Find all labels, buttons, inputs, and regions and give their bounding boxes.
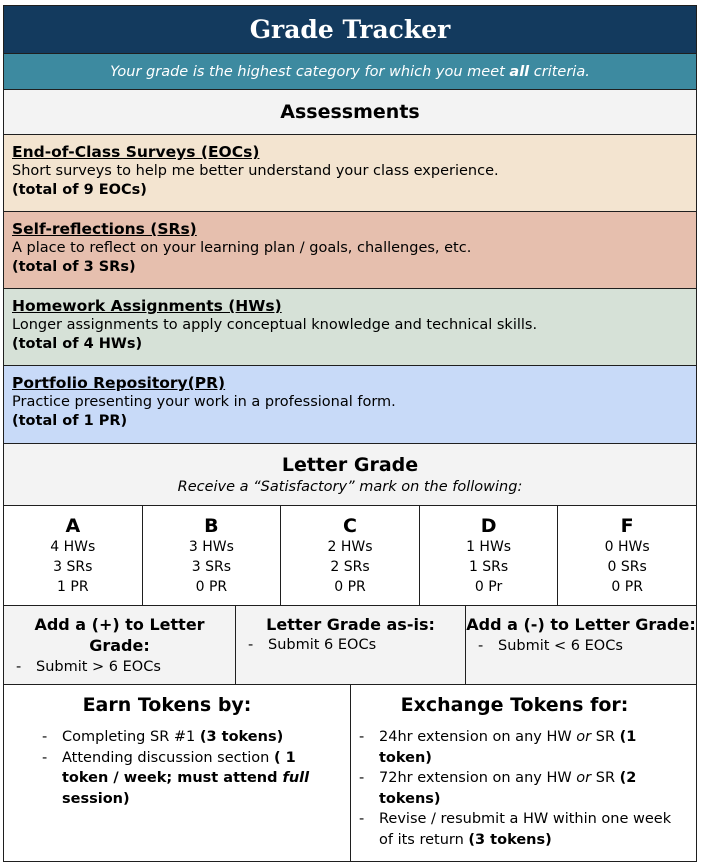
letter-grade-subtitle: Receive a “Satisfactory” mark on the fol… bbox=[177, 479, 523, 495]
subtitle-text: Your grade is the highest category for w… bbox=[110, 63, 590, 80]
exchange-tokens-heading: Exchange Tokens for: bbox=[400, 694, 629, 716]
category-total: (total of 9 EOCs) bbox=[12, 182, 147, 198]
grade-hws: 0 HWs bbox=[604, 539, 650, 555]
page-title-text: Grade Tracker bbox=[249, 15, 451, 44]
category-total: (total of 4 HWs) bbox=[12, 336, 143, 352]
category-description: Practice presenting your work in a profe… bbox=[12, 394, 396, 410]
earn-item: Completing SR #1 (3 tokens) bbox=[36, 727, 330, 748]
category-title: Portfolio Repository(PR) bbox=[12, 374, 226, 392]
modifier-item: Submit > 6 EOCs bbox=[10, 657, 235, 678]
modifier-minus: Add a (-) to Letter Grade: Submit < 6 EO… bbox=[466, 606, 696, 684]
grade-letter: C bbox=[343, 515, 357, 537]
subtitle-banner: Your grade is the highest category for w… bbox=[3, 54, 697, 90]
modifier-item: Submit < 6 EOCs bbox=[472, 636, 696, 657]
category-hw: Homework Assignments (HWs) Longer assign… bbox=[3, 289, 697, 366]
modifier-heading: Add a (+) to Letter Grade: bbox=[34, 615, 205, 655]
modifier-item: Submit 6 EOCs bbox=[242, 635, 465, 656]
grade-srs: 0 SRs bbox=[607, 559, 647, 575]
grade-pr: 1 PR bbox=[57, 579, 89, 595]
category-eoc: End-of-Class Surveys (EOCs) Short survey… bbox=[3, 135, 697, 212]
exchange-tokens: Exchange Tokens for: 24hr extension on a… bbox=[351, 685, 696, 861]
grade-hws: 4 HWs bbox=[50, 539, 96, 555]
category-sr: Self-reflections (SRs) A place to reflec… bbox=[3, 212, 697, 289]
exchange-item: 24hr extension on any HW or SR (1 token) bbox=[353, 727, 678, 768]
tokens-section: Earn Tokens by: Completing SR #1 (3 toke… bbox=[3, 685, 697, 862]
grade-hws: 3 HWs bbox=[188, 539, 234, 555]
grade-cell-c: C 2 HWs 2 SRs 0 PR bbox=[281, 506, 420, 605]
modifier-as-is: Letter Grade as-is: Submit 6 EOCs bbox=[236, 606, 466, 684]
grade-srs: 3 SRs bbox=[191, 559, 232, 575]
modifier-plus: Add a (+) to Letter Grade: Submit > 6 EO… bbox=[4, 606, 236, 684]
category-total: (total of 1 PR) bbox=[12, 413, 128, 429]
grade-letter: F bbox=[620, 515, 634, 537]
modifier-heading: Add a (-) to Letter Grade: bbox=[466, 615, 696, 634]
category-total: (total of 3 SRs) bbox=[12, 259, 136, 275]
grade-srs: 3 SRs bbox=[53, 559, 93, 575]
modifier-heading: Letter Grade as-is: bbox=[266, 615, 435, 634]
grade-srs: 1 SRs bbox=[468, 559, 509, 575]
grade-cell-b: B 3 HWs 3 SRs 0 PR bbox=[143, 506, 282, 605]
assessments-heading: Assessments bbox=[3, 90, 697, 135]
earn-item: Attending discussion section ( 1 token /… bbox=[36, 748, 330, 810]
grade-cell-f: F 0 HWs 0 SRs 0 PR bbox=[558, 506, 696, 605]
grade-srs: 2 SRs bbox=[330, 559, 370, 575]
exchange-item: 72hr extension on any HW or SR (2 tokens… bbox=[353, 768, 678, 809]
letter-grade-heading: Letter Grade Receive a “Satisfactory” ma… bbox=[3, 444, 697, 506]
category-description: Longer assignments to apply conceptual k… bbox=[12, 317, 538, 333]
category-title: Homework Assignments (HWs) bbox=[12, 297, 282, 315]
grade-letter: D bbox=[480, 515, 497, 537]
category-pr: Portfolio Repository(PR) Practice presen… bbox=[3, 366, 697, 444]
grade-hws: 2 HWs bbox=[327, 539, 373, 555]
category-description: Short surveys to help me better understa… bbox=[12, 163, 499, 179]
category-description: A place to reflect on your learning plan… bbox=[12, 240, 472, 256]
grade-letter: B bbox=[204, 515, 219, 537]
grade-pr: 0 PR bbox=[195, 579, 228, 595]
earn-tokens: Earn Tokens by: Completing SR #1 (3 toke… bbox=[4, 685, 351, 861]
grade-cell-a: A 4 HWs 3 SRs 1 PR bbox=[4, 506, 143, 605]
earn-tokens-heading: Earn Tokens by: bbox=[82, 694, 252, 716]
exchange-item: Revise / resubmit a HW within one week o… bbox=[353, 809, 678, 850]
grade-pr: 0 Pr bbox=[474, 579, 503, 595]
grade-modifiers: Add a (+) to Letter Grade: Submit > 6 EO… bbox=[3, 606, 697, 685]
category-title: Self-reflections (SRs) bbox=[12, 220, 197, 238]
grade-hws: 1 HWs bbox=[466, 539, 512, 555]
grade-pr: 0 PR bbox=[334, 579, 366, 595]
category-title: End-of-Class Surveys (EOCs) bbox=[12, 143, 260, 161]
page-title: Grade Tracker bbox=[3, 5, 697, 54]
letter-grade-title: Letter Grade bbox=[281, 454, 419, 476]
grade-letter: A bbox=[65, 515, 81, 537]
grade-pr: 0 PR bbox=[611, 579, 643, 595]
grade-requirements-table: A 4 HWs 3 SRs 1 PR B 3 HWs 3 SRs 0 PR C … bbox=[3, 506, 697, 606]
grade-cell-d: D 1 HWs 1 SRs 0 Pr bbox=[420, 506, 559, 605]
